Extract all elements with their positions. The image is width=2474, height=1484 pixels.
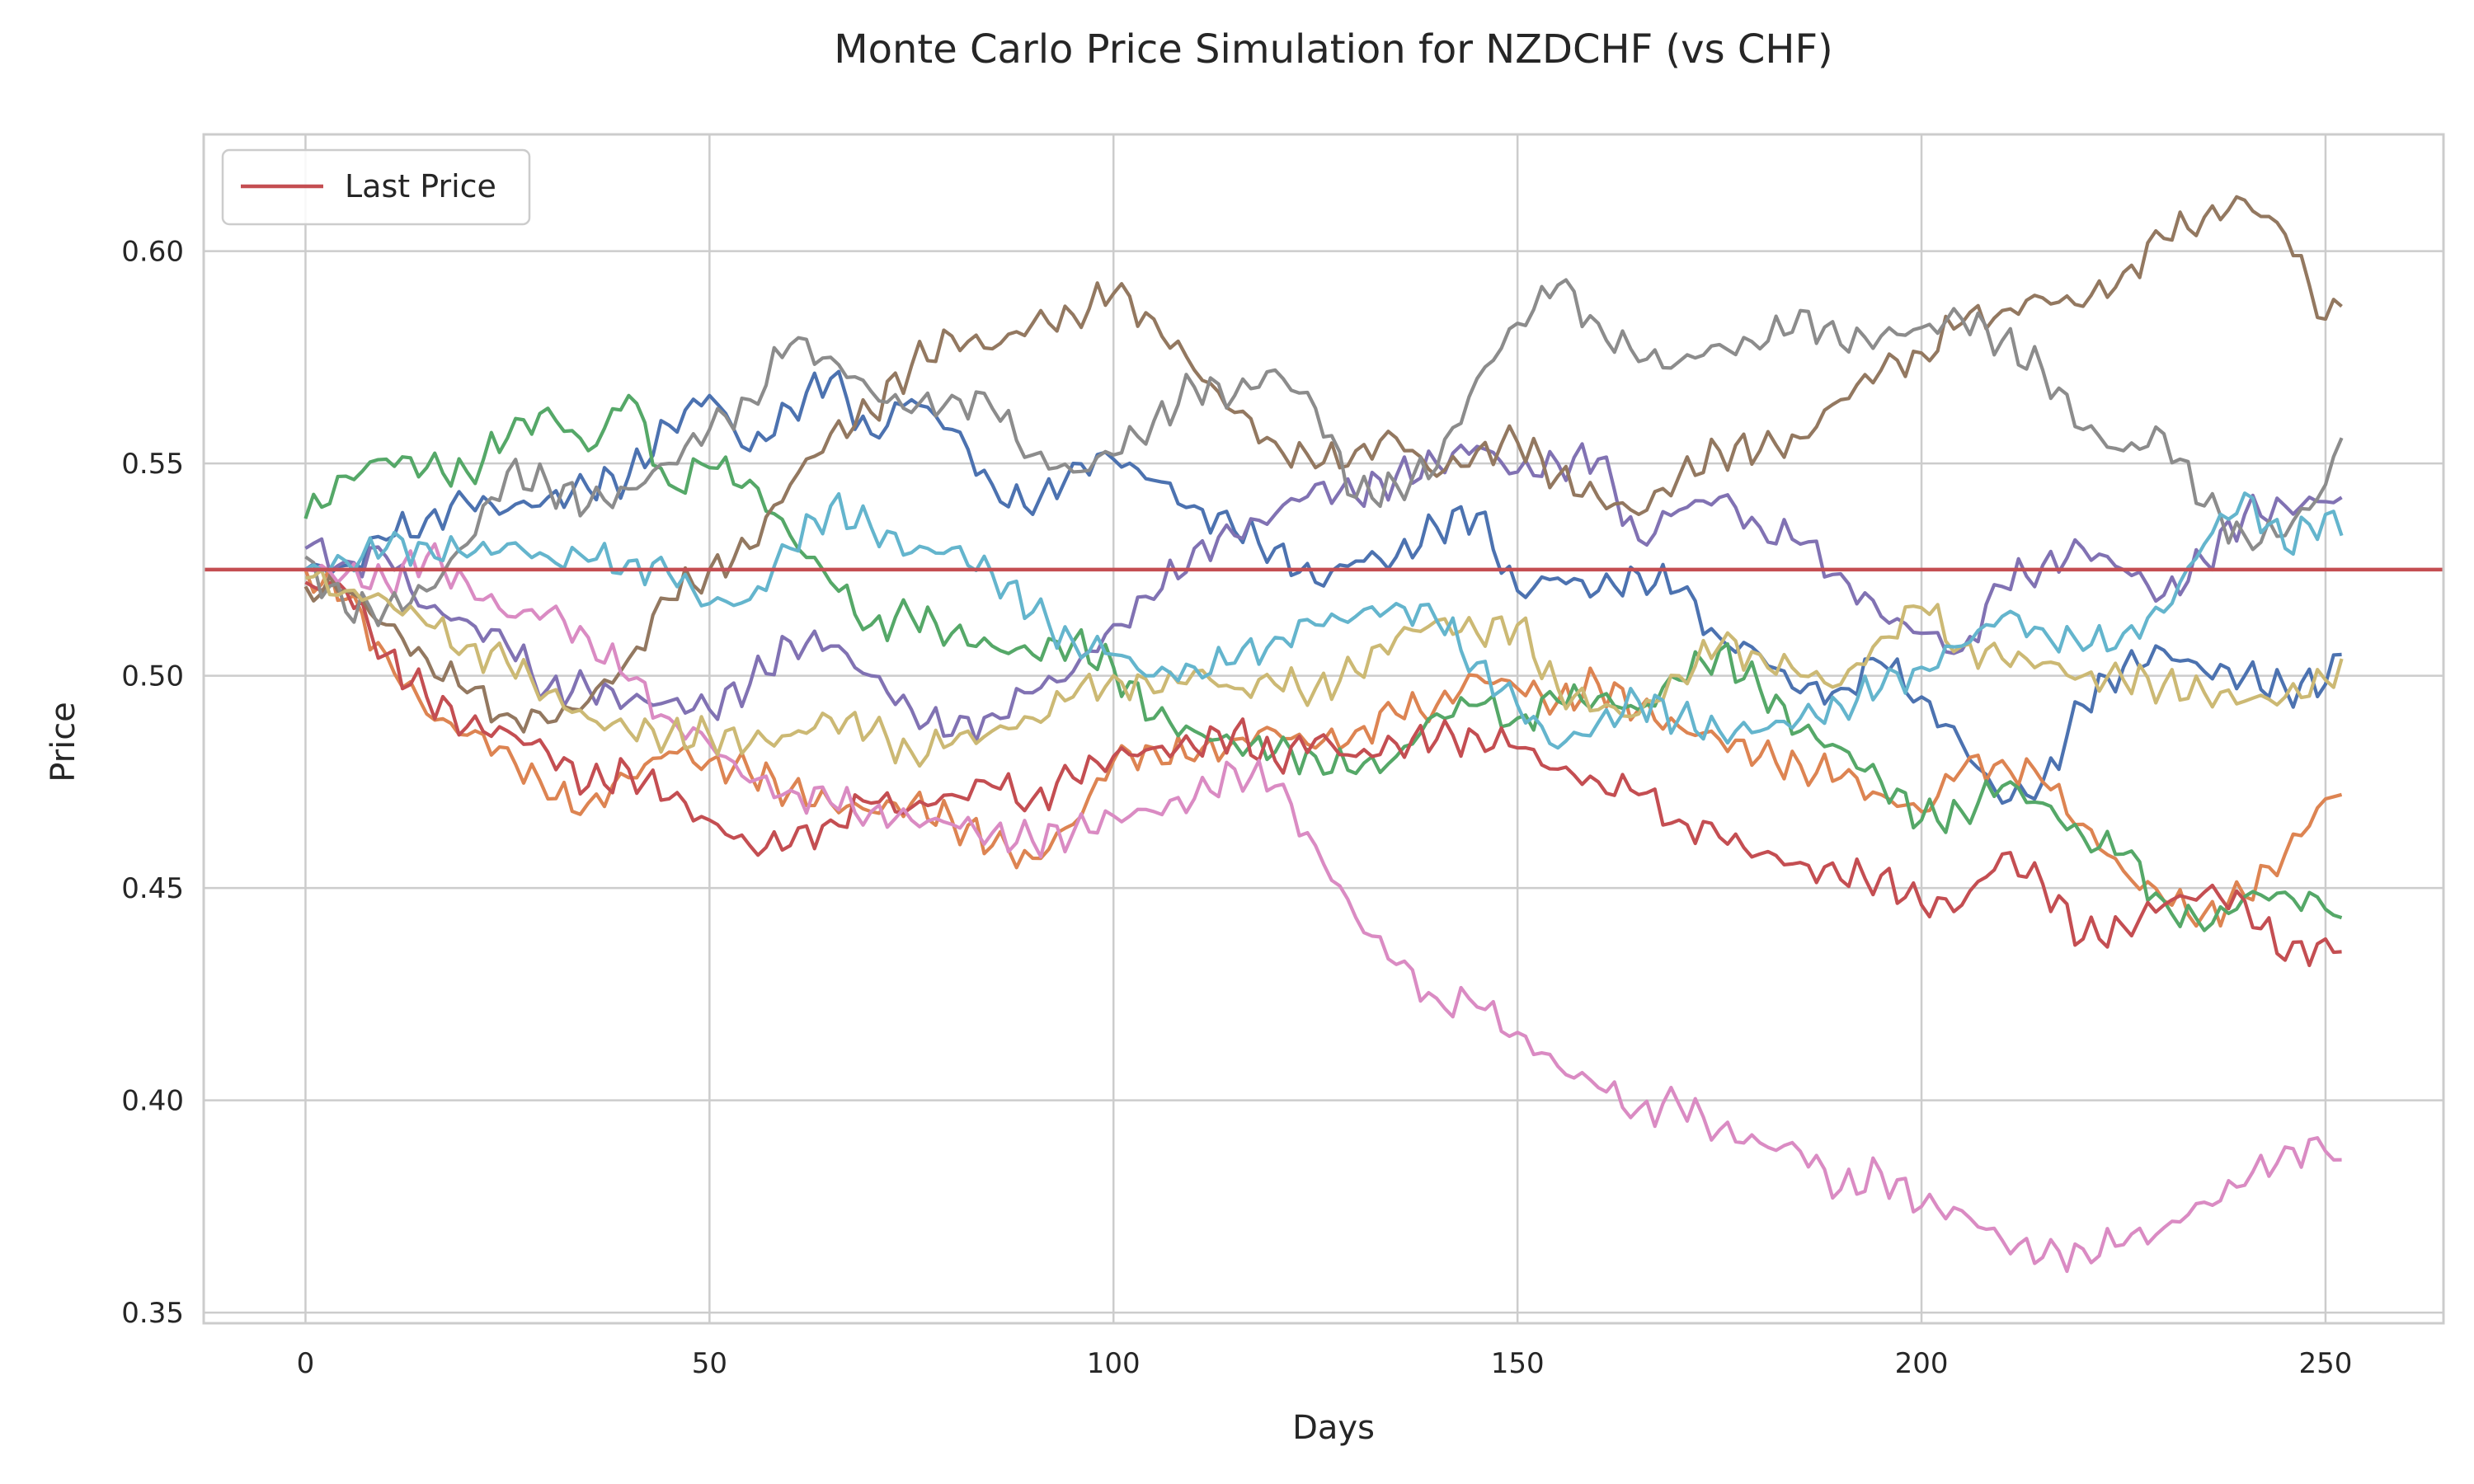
simulation-path bbox=[305, 568, 2344, 768]
simulation-path bbox=[304, 442, 2343, 744]
y-tick-label: 0.55 bbox=[121, 448, 184, 481]
simulation-path bbox=[305, 542, 2342, 1274]
x-tick-label: 50 bbox=[692, 1347, 727, 1380]
y-axis-label: Price bbox=[45, 702, 82, 782]
legend-box bbox=[221, 148, 531, 226]
y-tick-label: 0.45 bbox=[121, 872, 184, 905]
y-tick-label: 0.40 bbox=[121, 1085, 184, 1118]
y-tick-label: 0.50 bbox=[121, 660, 184, 693]
simulation-path bbox=[304, 278, 2344, 627]
legend-label-last-price: Last Price bbox=[345, 168, 496, 204]
x-tick-label: 100 bbox=[1087, 1347, 1141, 1380]
y-tick-label: 0.60 bbox=[121, 236, 184, 269]
x-tick-label: 250 bbox=[2298, 1347, 2352, 1380]
simulation-path bbox=[303, 195, 2343, 734]
legend: Last Price bbox=[221, 148, 531, 226]
x-tick-label: 200 bbox=[1895, 1347, 1949, 1380]
y-tick-label: 0.35 bbox=[121, 1297, 184, 1330]
series-layer bbox=[303, 195, 2344, 1274]
simulation-path bbox=[303, 393, 2343, 932]
x-axis-ticks: 0 50 100 150 200 250 bbox=[297, 1347, 2353, 1380]
simulation-path bbox=[304, 369, 2342, 805]
x-tick-label: 0 bbox=[297, 1347, 315, 1380]
x-axis-label: Days bbox=[1292, 1409, 1375, 1447]
plot-frame bbox=[202, 133, 2445, 1325]
simulation-path bbox=[304, 491, 2344, 750]
y-axis-ticks: 0.35 0.40 0.45 0.50 0.55 0.60 bbox=[121, 236, 184, 1331]
grid bbox=[204, 134, 2443, 1323]
chart-title: Monte Carlo Price Simulation for NZDCHF … bbox=[834, 26, 1833, 73]
simulation-path bbox=[303, 566, 2343, 928]
x-tick-label: 150 bbox=[1491, 1347, 1545, 1380]
simulation-path bbox=[304, 580, 2342, 968]
